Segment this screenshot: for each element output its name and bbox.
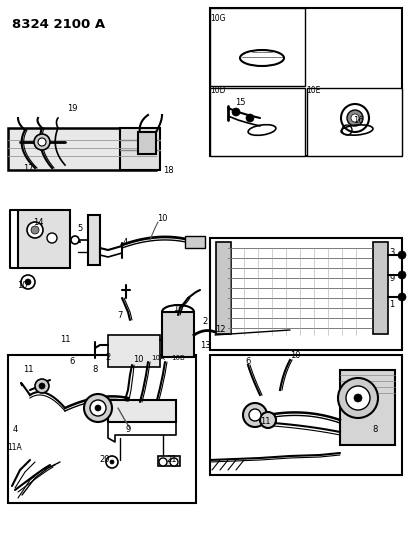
Text: 10D: 10D <box>210 85 225 94</box>
Text: 18: 18 <box>162 166 173 174</box>
Circle shape <box>71 236 79 244</box>
Bar <box>8 128 155 170</box>
Text: 20: 20 <box>99 456 110 464</box>
Circle shape <box>353 394 361 402</box>
Text: 10B: 10B <box>171 355 184 361</box>
Bar <box>216 242 230 334</box>
Text: 8324 2100 A: 8324 2100 A <box>12 18 105 31</box>
Text: 11: 11 <box>60 335 70 344</box>
Text: 9: 9 <box>125 425 130 434</box>
Circle shape <box>38 138 46 146</box>
Circle shape <box>90 400 106 416</box>
Bar <box>306 88 401 156</box>
Text: 6: 6 <box>245 358 250 367</box>
Text: 10: 10 <box>156 214 167 222</box>
Text: 10: 10 <box>289 351 299 360</box>
Text: 16: 16 <box>352 116 362 125</box>
Text: 10G: 10G <box>210 13 225 22</box>
Bar <box>18 210 70 268</box>
Circle shape <box>397 251 405 259</box>
Circle shape <box>21 275 35 289</box>
Circle shape <box>346 110 362 126</box>
Circle shape <box>35 379 49 393</box>
Circle shape <box>31 226 39 234</box>
Bar <box>88 215 100 265</box>
Circle shape <box>245 114 254 122</box>
Bar <box>209 355 401 475</box>
Circle shape <box>340 104 368 132</box>
Circle shape <box>34 134 50 150</box>
Circle shape <box>84 394 112 422</box>
Circle shape <box>259 412 275 428</box>
Text: 8: 8 <box>92 366 97 375</box>
Text: 1: 1 <box>389 300 393 309</box>
Bar <box>120 128 160 170</box>
Circle shape <box>397 293 405 301</box>
Bar <box>209 88 304 156</box>
Circle shape <box>27 222 43 238</box>
Bar <box>162 312 193 357</box>
Bar <box>184 236 204 248</box>
Text: 8: 8 <box>371 425 377 434</box>
Bar <box>8 355 196 503</box>
Bar <box>372 242 387 334</box>
Text: 5: 5 <box>77 223 83 232</box>
Bar <box>157 456 180 466</box>
Text: 11: 11 <box>259 417 270 426</box>
Circle shape <box>159 458 166 466</box>
Text: 11: 11 <box>22 366 33 375</box>
Text: 10A: 10A <box>151 355 164 361</box>
Circle shape <box>231 108 239 116</box>
Text: 12: 12 <box>214 326 225 335</box>
Text: 7: 7 <box>117 311 122 319</box>
Text: 10: 10 <box>133 356 143 365</box>
Circle shape <box>110 460 114 464</box>
Text: 6: 6 <box>69 358 74 367</box>
Circle shape <box>243 403 266 427</box>
Circle shape <box>25 279 31 285</box>
Text: 10E: 10E <box>305 85 319 94</box>
Text: 2: 2 <box>105 353 110 362</box>
Circle shape <box>350 114 358 122</box>
Text: 10: 10 <box>17 280 27 289</box>
Text: 21: 21 <box>166 456 177 464</box>
Text: 10: 10 <box>172 303 183 312</box>
Text: 4: 4 <box>122 238 127 246</box>
Bar <box>108 335 160 367</box>
Bar <box>138 132 155 154</box>
Text: 4: 4 <box>12 425 18 434</box>
Bar <box>339 370 394 445</box>
Circle shape <box>345 386 369 410</box>
Bar <box>209 8 304 86</box>
Circle shape <box>337 378 377 418</box>
Text: 15: 15 <box>234 98 245 107</box>
Text: 11A: 11A <box>8 443 22 453</box>
Text: 9: 9 <box>389 273 393 282</box>
Circle shape <box>397 271 405 279</box>
Text: 14: 14 <box>33 217 43 227</box>
Bar <box>209 238 401 350</box>
Text: 2: 2 <box>202 318 207 327</box>
Circle shape <box>47 233 57 243</box>
Text: 3: 3 <box>389 247 394 256</box>
Circle shape <box>95 405 101 411</box>
Text: 13: 13 <box>199 341 210 350</box>
Circle shape <box>106 456 118 468</box>
Text: 19: 19 <box>67 103 77 112</box>
Circle shape <box>39 383 45 389</box>
Text: 17: 17 <box>22 164 33 173</box>
Circle shape <box>248 409 261 421</box>
Bar <box>108 400 175 422</box>
Bar <box>209 8 401 156</box>
Circle shape <box>170 458 178 466</box>
